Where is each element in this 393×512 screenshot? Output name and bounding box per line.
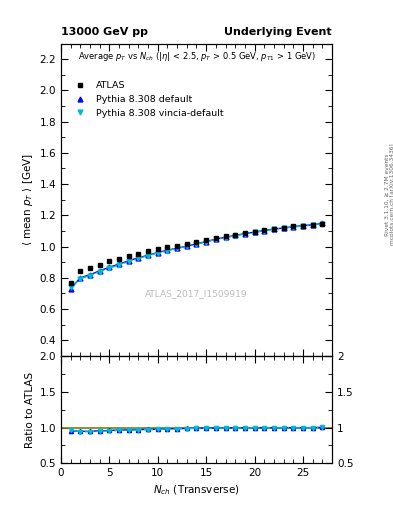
Pythia 8.308 default [107,264,112,270]
ATLAS [242,230,247,237]
Pythia 8.308 vincia-default [204,239,209,245]
Pythia 8.308 vincia-default [291,224,296,230]
Pythia 8.308 vincia-default [310,222,315,228]
ATLAS [175,243,180,249]
Legend: ATLAS, Pythia 8.308 default, Pythia 8.308 vincia-default: ATLAS, Pythia 8.308 default, Pythia 8.30… [71,81,223,118]
Pythia 8.308 vincia-default [155,250,160,256]
ATLAS [78,268,83,274]
ATLAS [204,237,209,243]
Pythia 8.308 default [320,220,325,226]
ATLAS [233,232,238,238]
Pythia 8.308 default [233,232,238,239]
Y-axis label: Ratio to ATLAS: Ratio to ATLAS [25,372,35,447]
Pythia 8.308 default [146,252,151,258]
Pythia 8.308 default [126,258,131,264]
Text: Underlying Event: Underlying Event [224,27,332,37]
Pythia 8.308 default [117,261,121,267]
Text: 13000 GeV pp: 13000 GeV pp [61,27,148,37]
Pythia 8.308 default [281,225,286,231]
ATLAS [252,229,257,235]
ATLAS [291,223,296,229]
Line: ATLAS: ATLAS [68,222,325,286]
Pythia 8.308 vincia-default [78,275,83,282]
Text: Average $p_T$ vs $N_{ch}$ ($|\eta|$ < 2.5, $p_T$ > 0.5 GeV, $p_{T1}$ > 1 GeV): Average $p_T$ vs $N_{ch}$ ($|\eta|$ < 2.… [77,50,316,63]
Pythia 8.308 default [301,223,305,229]
ATLAS [320,221,325,227]
Pythia 8.308 default [291,224,296,230]
Pythia 8.308 vincia-default [272,226,276,232]
Pythia 8.308 default [310,222,315,228]
Pythia 8.308 default [97,268,102,274]
Pythia 8.308 vincia-default [126,259,131,265]
ATLAS [126,253,131,259]
ATLAS [301,222,305,228]
Pythia 8.308 default [88,272,92,278]
Pythia 8.308 default [78,275,83,281]
ATLAS [223,233,228,240]
Pythia 8.308 vincia-default [184,243,189,249]
ATLAS [310,222,315,228]
ATLAS [281,225,286,231]
Pythia 8.308 default [194,241,199,247]
Pythia 8.308 default [262,227,266,233]
Pythia 8.308 vincia-default [233,232,238,239]
ATLAS [136,250,141,257]
Pythia 8.308 default [272,226,276,232]
ATLAS [117,256,121,262]
ATLAS [88,265,92,271]
Pythia 8.308 vincia-default [301,223,305,229]
ATLAS [213,235,218,241]
Pythia 8.308 vincia-default [262,228,266,234]
Y-axis label: $\langle$ mean $p_T$ $\rangle$ [GeV]: $\langle$ mean $p_T$ $\rangle$ [GeV] [21,153,35,246]
Pythia 8.308 default [175,245,180,251]
ATLAS [165,244,170,250]
Line: Pythia 8.308 default: Pythia 8.308 default [68,221,325,291]
Pythia 8.308 vincia-default [136,255,141,262]
Pythia 8.308 vincia-default [194,241,199,247]
Pythia 8.308 vincia-default [165,247,170,253]
Pythia 8.308 vincia-default [88,272,92,279]
Pythia 8.308 vincia-default [146,252,151,259]
ATLAS [97,262,102,268]
Pythia 8.308 vincia-default [223,234,228,241]
Pythia 8.308 vincia-default [242,231,247,237]
Pythia 8.308 vincia-default [117,262,121,268]
Pythia 8.308 default [213,236,218,242]
ATLAS [68,280,73,286]
X-axis label: $N_{ch}$ (Transverse): $N_{ch}$ (Transverse) [153,484,240,497]
Text: Rivet 3.1.10, ≥ 2.7M events: Rivet 3.1.10, ≥ 2.7M events [385,153,389,236]
Text: mcplots.cern.ch [arXiv:1306.3436]: mcplots.cern.ch [arXiv:1306.3436] [390,144,393,245]
Pythia 8.308 vincia-default [213,237,218,243]
ATLAS [146,248,151,254]
ATLAS [272,226,276,232]
ATLAS [262,227,266,233]
Pythia 8.308 default [68,286,73,292]
ATLAS [107,259,112,265]
Pythia 8.308 vincia-default [68,284,73,290]
Pythia 8.308 default [204,239,209,245]
Line: Pythia 8.308 vincia-default: Pythia 8.308 vincia-default [68,221,325,290]
Pythia 8.308 vincia-default [281,225,286,231]
Pythia 8.308 default [155,249,160,255]
Pythia 8.308 default [165,247,170,253]
Pythia 8.308 default [184,243,189,249]
ATLAS [194,239,199,245]
Pythia 8.308 default [252,229,257,235]
Pythia 8.308 vincia-default [175,245,180,251]
Pythia 8.308 default [242,230,247,237]
Pythia 8.308 default [223,234,228,240]
Pythia 8.308 vincia-default [320,221,325,227]
Pythia 8.308 vincia-default [97,268,102,274]
ATLAS [184,241,189,247]
Pythia 8.308 vincia-default [107,265,112,271]
ATLAS [155,246,160,252]
Pythia 8.308 default [136,255,141,261]
Text: ATLAS_2017_I1509919: ATLAS_2017_I1509919 [145,289,248,298]
Pythia 8.308 vincia-default [252,229,257,236]
